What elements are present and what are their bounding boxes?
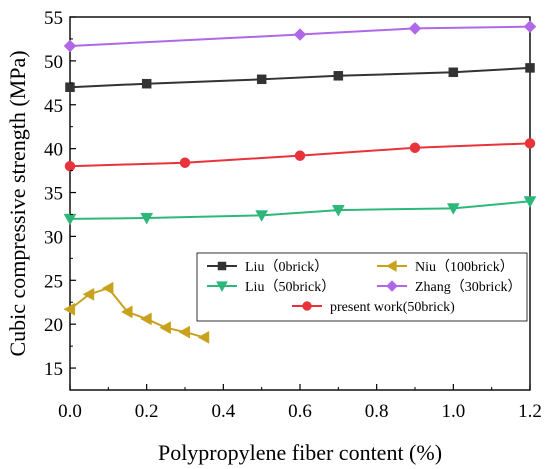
series-0 [65,63,535,92]
y-tick-label: 55 [44,8,63,29]
chart-marks [63,20,537,344]
series-2 [63,281,210,344]
x-tick-label: 0.2 [135,401,159,422]
legend-marker [302,301,312,311]
data-point [255,210,269,222]
data-point [63,302,76,316]
legend-label: Liu（50brick） [245,279,335,295]
series-line [69,66,531,89]
data-point [120,305,133,319]
legend-box [196,252,528,322]
y-tick-label: 35 [44,184,63,205]
y-axis-title: Cubic compressive strength (MPa) [5,50,30,356]
series-1 [63,196,537,226]
data-point [448,67,459,78]
data-point [82,287,95,301]
legend-label: Zhang（30brick） [415,279,522,295]
plot-area [69,16,531,391]
legend-item: Liu（0brick） [207,259,328,275]
legend-item: Niu（100brick） [377,259,514,275]
x-tick-label: 1.0 [441,401,465,422]
data-point [294,150,306,161]
legend-marker [216,281,228,293]
data-point [159,321,171,335]
legend-label: Liu（0brick） [245,259,328,275]
data-point [333,71,344,81]
data-point [140,212,154,225]
series-4 [64,138,536,172]
x-tick-label: 0.0 [58,401,82,422]
series-line [69,200,531,220]
y-tick-label: 15 [44,359,63,380]
data-point [140,312,152,326]
data-point [63,39,77,53]
y-tick-label: 50 [44,52,63,73]
series-3 [63,20,537,53]
y-tick-label: 25 [44,271,63,292]
data-point [256,74,267,85]
data-point [197,330,210,344]
x-tick-label: 0.8 [365,401,389,422]
series-line [69,25,531,47]
legend-label: present work(50brick) [330,300,455,315]
y-tick-label: 30 [44,227,63,248]
plot-frame [69,16,531,391]
data-point [64,160,76,172]
data-point [141,78,152,89]
data-point [101,281,114,295]
axis-ticks: 0.0 0.2 0.4 0.6 0.8 1.0 1.2 15 20 25 30 35 40 45 50 55 [44,8,542,422]
legend-marker [385,260,397,272]
legend-item: Liu（50brick） [207,279,335,295]
data-point [408,22,422,35]
legend: Liu（0brick） Liu（50brick） Niu（100brick） Zhan… [196,252,528,322]
x-tick-label: 0.6 [288,401,312,422]
data-point [179,157,191,168]
legend-marker [386,280,398,292]
legend-item: Zhang（30brick） [377,279,522,295]
legend-marker [217,261,227,271]
data-point [523,20,537,34]
x-tick-label: 0.4 [211,401,235,422]
y-tick-label: 40 [44,140,63,161]
legend-item: present work(50brick) [292,300,455,315]
data-point [293,28,307,41]
data-point [65,82,75,92]
y-tick-label: 20 [44,315,63,336]
data-point [446,203,460,215]
data-point [523,196,537,208]
y-tick-label: 45 [44,96,63,117]
data-point [525,63,535,73]
x-tick-label: 1.2 [518,401,542,422]
data-point [524,138,536,149]
data-point [178,325,191,339]
data-point [331,205,345,217]
legend-label: Niu（100brick） [415,259,514,275]
x-axis-title: Polypropylene fiber content (%) [158,440,442,465]
data-point [409,142,421,154]
